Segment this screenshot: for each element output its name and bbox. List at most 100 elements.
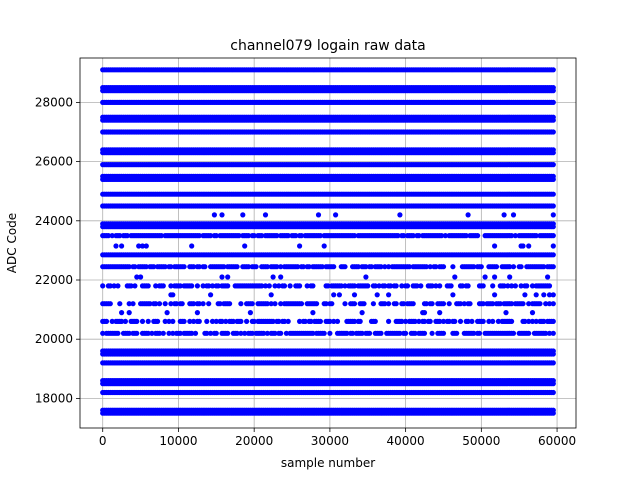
data-point bbox=[512, 283, 519, 289]
data-point bbox=[331, 292, 337, 298]
data-point bbox=[287, 283, 293, 289]
data-point bbox=[181, 318, 187, 324]
data-point bbox=[240, 212, 246, 218]
data-point bbox=[457, 318, 464, 324]
data-point bbox=[156, 301, 163, 307]
data-point bbox=[469, 318, 475, 324]
data-point bbox=[478, 264, 484, 270]
data-point bbox=[550, 191, 556, 197]
data-point bbox=[321, 243, 327, 249]
data-point bbox=[244, 318, 250, 324]
data-point bbox=[315, 212, 322, 218]
data-point bbox=[219, 212, 225, 218]
data-point bbox=[317, 318, 323, 324]
data-point bbox=[219, 274, 225, 280]
data-point bbox=[507, 274, 513, 280]
data-point bbox=[278, 330, 284, 336]
data-point bbox=[465, 212, 471, 218]
data-point bbox=[546, 283, 553, 289]
data-point bbox=[268, 292, 274, 298]
data-point bbox=[550, 233, 556, 239]
data-point bbox=[204, 318, 210, 324]
data-point bbox=[297, 243, 303, 249]
data-point bbox=[253, 264, 259, 270]
data-point bbox=[427, 318, 433, 324]
data-point bbox=[437, 310, 443, 316]
data-point bbox=[550, 67, 556, 73]
data-point bbox=[418, 283, 424, 289]
data-point bbox=[490, 318, 496, 324]
data-point bbox=[386, 292, 392, 298]
data-point bbox=[285, 318, 291, 324]
data-point bbox=[351, 301, 358, 307]
data-point bbox=[386, 318, 392, 324]
data-point bbox=[550, 224, 556, 230]
data-point bbox=[450, 264, 456, 270]
data-point bbox=[297, 283, 303, 289]
data-point bbox=[510, 212, 517, 218]
data-point bbox=[334, 318, 341, 324]
data-point bbox=[160, 283, 166, 289]
data-point bbox=[132, 283, 138, 289]
data-point bbox=[155, 318, 161, 324]
data-point bbox=[492, 292, 498, 298]
data-point bbox=[550, 203, 556, 209]
data-point bbox=[372, 318, 378, 324]
data-point bbox=[550, 252, 556, 258]
data-point bbox=[238, 318, 244, 324]
data-point bbox=[310, 310, 316, 316]
data-point bbox=[550, 88, 556, 94]
data-point bbox=[450, 292, 456, 298]
data-point bbox=[170, 318, 176, 324]
data-point bbox=[227, 301, 233, 307]
data-point bbox=[467, 301, 473, 307]
data-point bbox=[234, 264, 240, 270]
data-point bbox=[196, 318, 202, 324]
data-point bbox=[522, 292, 528, 298]
data-point bbox=[533, 292, 539, 298]
data-point bbox=[440, 301, 447, 307]
data-point bbox=[119, 310, 125, 316]
data-point bbox=[550, 243, 556, 249]
data-point bbox=[550, 212, 556, 218]
data-point bbox=[361, 301, 367, 307]
data-point bbox=[278, 274, 284, 280]
data-point bbox=[134, 318, 140, 324]
data-point bbox=[170, 292, 176, 298]
data-point bbox=[448, 283, 454, 289]
data-point bbox=[509, 318, 515, 324]
data-point bbox=[550, 162, 556, 168]
data-point bbox=[238, 301, 244, 307]
data-point bbox=[139, 318, 146, 324]
data-point bbox=[314, 301, 320, 307]
data-point bbox=[181, 264, 187, 270]
data-point bbox=[200, 301, 206, 307]
data-point bbox=[342, 301, 348, 307]
data-point bbox=[189, 243, 195, 249]
data-point bbox=[126, 310, 132, 316]
data-point bbox=[342, 264, 348, 270]
data-point bbox=[492, 243, 498, 249]
data-point bbox=[130, 301, 136, 307]
data-point bbox=[103, 318, 110, 324]
data-point bbox=[122, 318, 128, 324]
data-point bbox=[492, 274, 498, 280]
data-point bbox=[189, 283, 195, 289]
data-point bbox=[192, 330, 199, 336]
data-point bbox=[386, 301, 392, 307]
data-point bbox=[452, 318, 458, 324]
data-point bbox=[537, 301, 543, 307]
data-point bbox=[480, 283, 486, 289]
data-point bbox=[550, 99, 556, 105]
data-point bbox=[374, 292, 380, 298]
data-point bbox=[526, 243, 532, 249]
data-point bbox=[550, 150, 556, 156]
data-point bbox=[298, 301, 305, 307]
data-point bbox=[113, 243, 119, 249]
data-point bbox=[164, 310, 170, 316]
data-point bbox=[333, 212, 339, 218]
data-point bbox=[501, 212, 507, 218]
data-point bbox=[524, 283, 530, 289]
